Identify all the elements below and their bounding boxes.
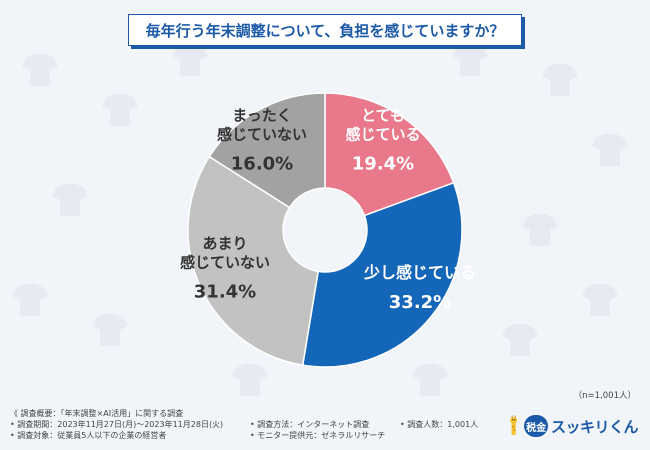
background-shirt-icon [92, 314, 128, 346]
sample-size-note: （n=1,001人） [573, 391, 636, 401]
survey-target: • 調査対象：従業員5人以下の企業の経営者 [10, 431, 167, 440]
slice-category-label: とても [361, 107, 405, 125]
background-shirt-icon [172, 44, 208, 76]
slice-category-label: まったく [232, 107, 291, 125]
survey-method: • 調査方法：インターネット調査 [250, 420, 370, 429]
slice-value-label: 16.0% [231, 154, 293, 175]
background-shirt-icon [412, 364, 448, 396]
slice-value-label: 33.2% [389, 292, 451, 313]
survey-period: • 調査期間：2023年11月27日(月)～2023年11月28日(火) [10, 420, 224, 429]
background-shirt-icon [52, 184, 88, 216]
background-shirt-icon [452, 44, 488, 76]
survey-count: • 調査人数：1,001人 [400, 420, 479, 429]
slice-category-label: 少し感じている [363, 263, 476, 282]
background-shirt-icon [12, 284, 48, 316]
survey-overview: 《 調査概要：「年末調整×AI活用」に関する調査 [10, 409, 184, 418]
background-shirt-icon [232, 364, 268, 396]
donut-slice [324, 92, 455, 217]
chart-title: 毎年行う年末調整について、負担を感じていますか？ [128, 14, 522, 46]
logo-badge: 税金 [524, 415, 548, 437]
background-shirt-icon [522, 214, 558, 246]
donut-slice [187, 155, 320, 367]
survey-provider: • モニター提供元：ゼネラルリサーチ [250, 431, 386, 440]
chart-title-text: 毎年行う年末調整について、負担を感じていますか？ [145, 21, 505, 40]
brand-logo: 税金 スッキリくん [506, 410, 639, 442]
background-shirt-icon [22, 54, 58, 86]
slice-value-label: 19.4% [352, 154, 414, 175]
background-shirt-icon [502, 324, 538, 356]
background-shirt-icon [102, 94, 138, 126]
slice-value-label: 31.4% [194, 282, 256, 303]
slice-category-label: 感じていない [217, 126, 307, 144]
background-shirt-icon [582, 284, 618, 316]
slice-category-label: あまり [202, 235, 247, 253]
survey-footer: 《 調査概要：「年末調整×AI活用」に関する調査 • 調査期間：2023年11月… [10, 408, 510, 441]
logo-text: スッキリくん [550, 417, 639, 436]
slice-label: 少し感じている 33.2% [363, 263, 476, 313]
slice-category-label: 感じていない [180, 254, 270, 272]
giraffe-mascot-icon [510, 415, 518, 436]
background-shirt-icon [592, 134, 628, 166]
background-shirt-icon [542, 64, 578, 96]
donut-slice [208, 92, 326, 209]
donut-slice [301, 181, 463, 368]
slice-category-label: 感じている [345, 126, 420, 144]
